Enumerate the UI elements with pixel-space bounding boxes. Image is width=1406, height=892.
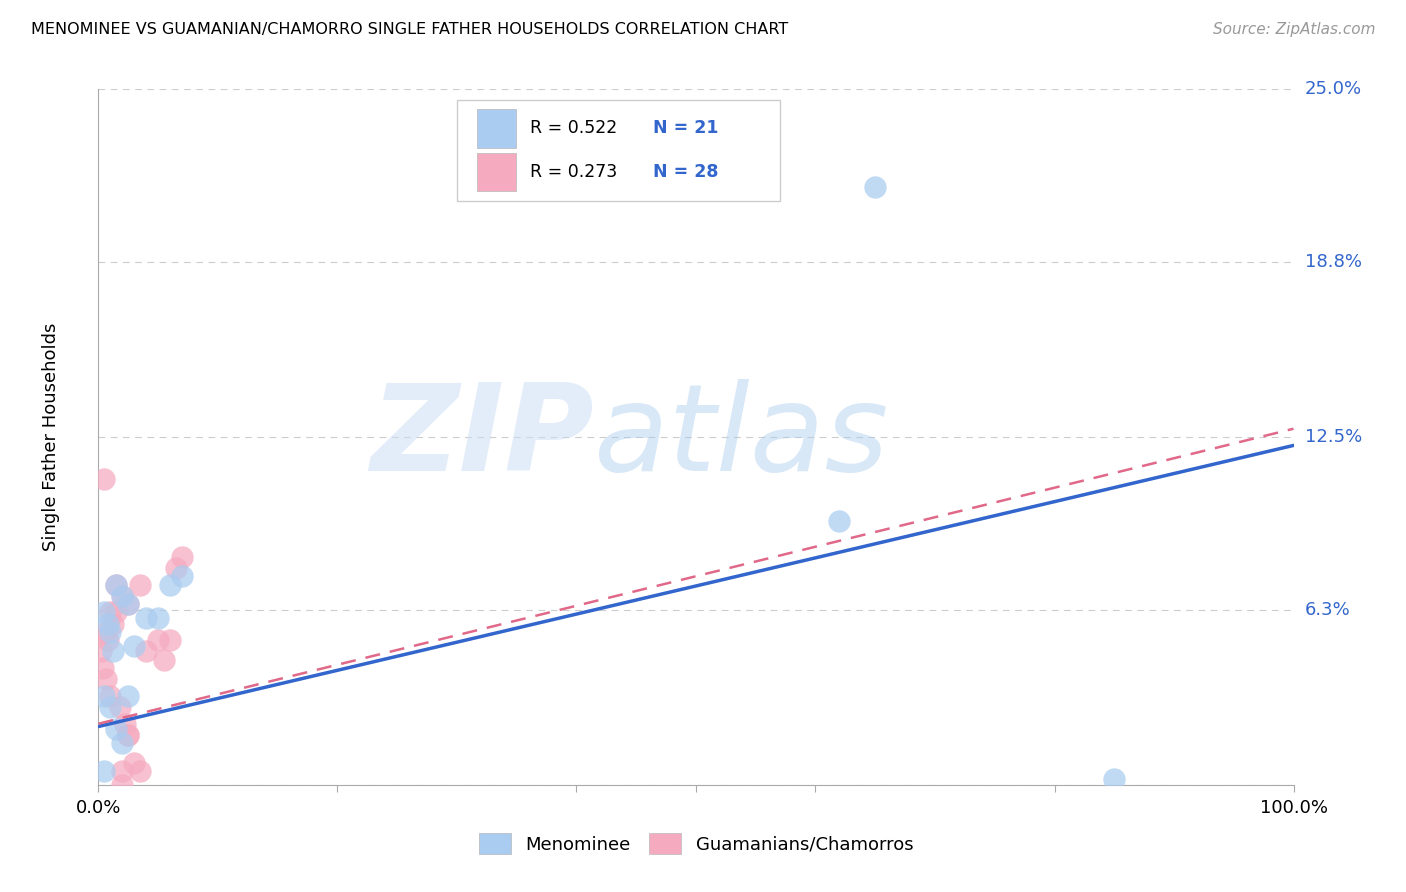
Point: [111, 589, 134, 603]
Text: Single Father Households: Single Father Households: [42, 323, 59, 551]
FancyBboxPatch shape: [457, 100, 780, 201]
Point: [172, 549, 194, 564]
Point: [105, 606, 128, 620]
Text: MENOMINEE VS GUAMANIAN/CHAMORRO SINGLE FATHER HOUSEHOLDS CORRELATION CHART: MENOMINEE VS GUAMANIAN/CHAMORRO SINGLE F…: [31, 22, 789, 37]
Point: [98, 606, 122, 620]
Point: [129, 577, 152, 591]
Point: [117, 728, 139, 742]
Point: [111, 778, 134, 792]
Text: 12.5%: 12.5%: [1305, 428, 1362, 446]
Point: [98, 689, 122, 703]
Point: [165, 561, 187, 575]
Point: [105, 723, 128, 737]
Text: 18.8%: 18.8%: [1305, 252, 1361, 271]
Point: [135, 611, 157, 625]
Point: [97, 633, 120, 648]
Point: [124, 639, 146, 653]
Point: [865, 179, 887, 194]
Text: ZIP: ZIP: [371, 378, 595, 496]
FancyBboxPatch shape: [477, 110, 516, 147]
Point: [124, 756, 146, 770]
Point: [105, 577, 128, 591]
Point: [114, 716, 136, 731]
Point: [172, 569, 194, 583]
Point: [828, 514, 851, 528]
Point: [105, 577, 128, 591]
Point: [1104, 772, 1126, 787]
Point: [101, 644, 124, 658]
Point: [135, 644, 157, 658]
Text: N = 21: N = 21: [652, 120, 718, 137]
Point: [101, 616, 124, 631]
Point: [93, 764, 115, 778]
Point: [129, 764, 152, 778]
Point: [93, 689, 115, 703]
Point: [111, 589, 134, 603]
Point: [117, 689, 139, 703]
Point: [93, 606, 115, 620]
Point: [148, 633, 170, 648]
Text: Source: ZipAtlas.com: Source: ZipAtlas.com: [1212, 22, 1375, 37]
Point: [153, 653, 176, 667]
Point: [94, 624, 117, 639]
Point: [111, 736, 134, 750]
Point: [111, 764, 134, 778]
Text: 25.0%: 25.0%: [1305, 80, 1362, 98]
Point: [148, 611, 170, 625]
Point: [91, 661, 114, 675]
Point: [117, 728, 139, 742]
Point: [90, 644, 112, 658]
Point: [159, 577, 181, 591]
Text: 6.3%: 6.3%: [1305, 600, 1350, 619]
Text: N = 28: N = 28: [652, 162, 718, 181]
Text: R = 0.273: R = 0.273: [530, 162, 617, 181]
Text: atlas: atlas: [595, 378, 890, 496]
Point: [117, 597, 139, 611]
Text: R = 0.522: R = 0.522: [530, 120, 617, 137]
Point: [98, 700, 122, 714]
Point: [93, 472, 115, 486]
Point: [108, 700, 131, 714]
Point: [97, 616, 120, 631]
Point: [159, 633, 181, 648]
Point: [94, 672, 117, 686]
Legend: Menominee, Guamanians/Chamorros: Menominee, Guamanians/Chamorros: [471, 826, 921, 862]
Point: [98, 624, 122, 639]
FancyBboxPatch shape: [477, 153, 516, 191]
Point: [117, 597, 139, 611]
